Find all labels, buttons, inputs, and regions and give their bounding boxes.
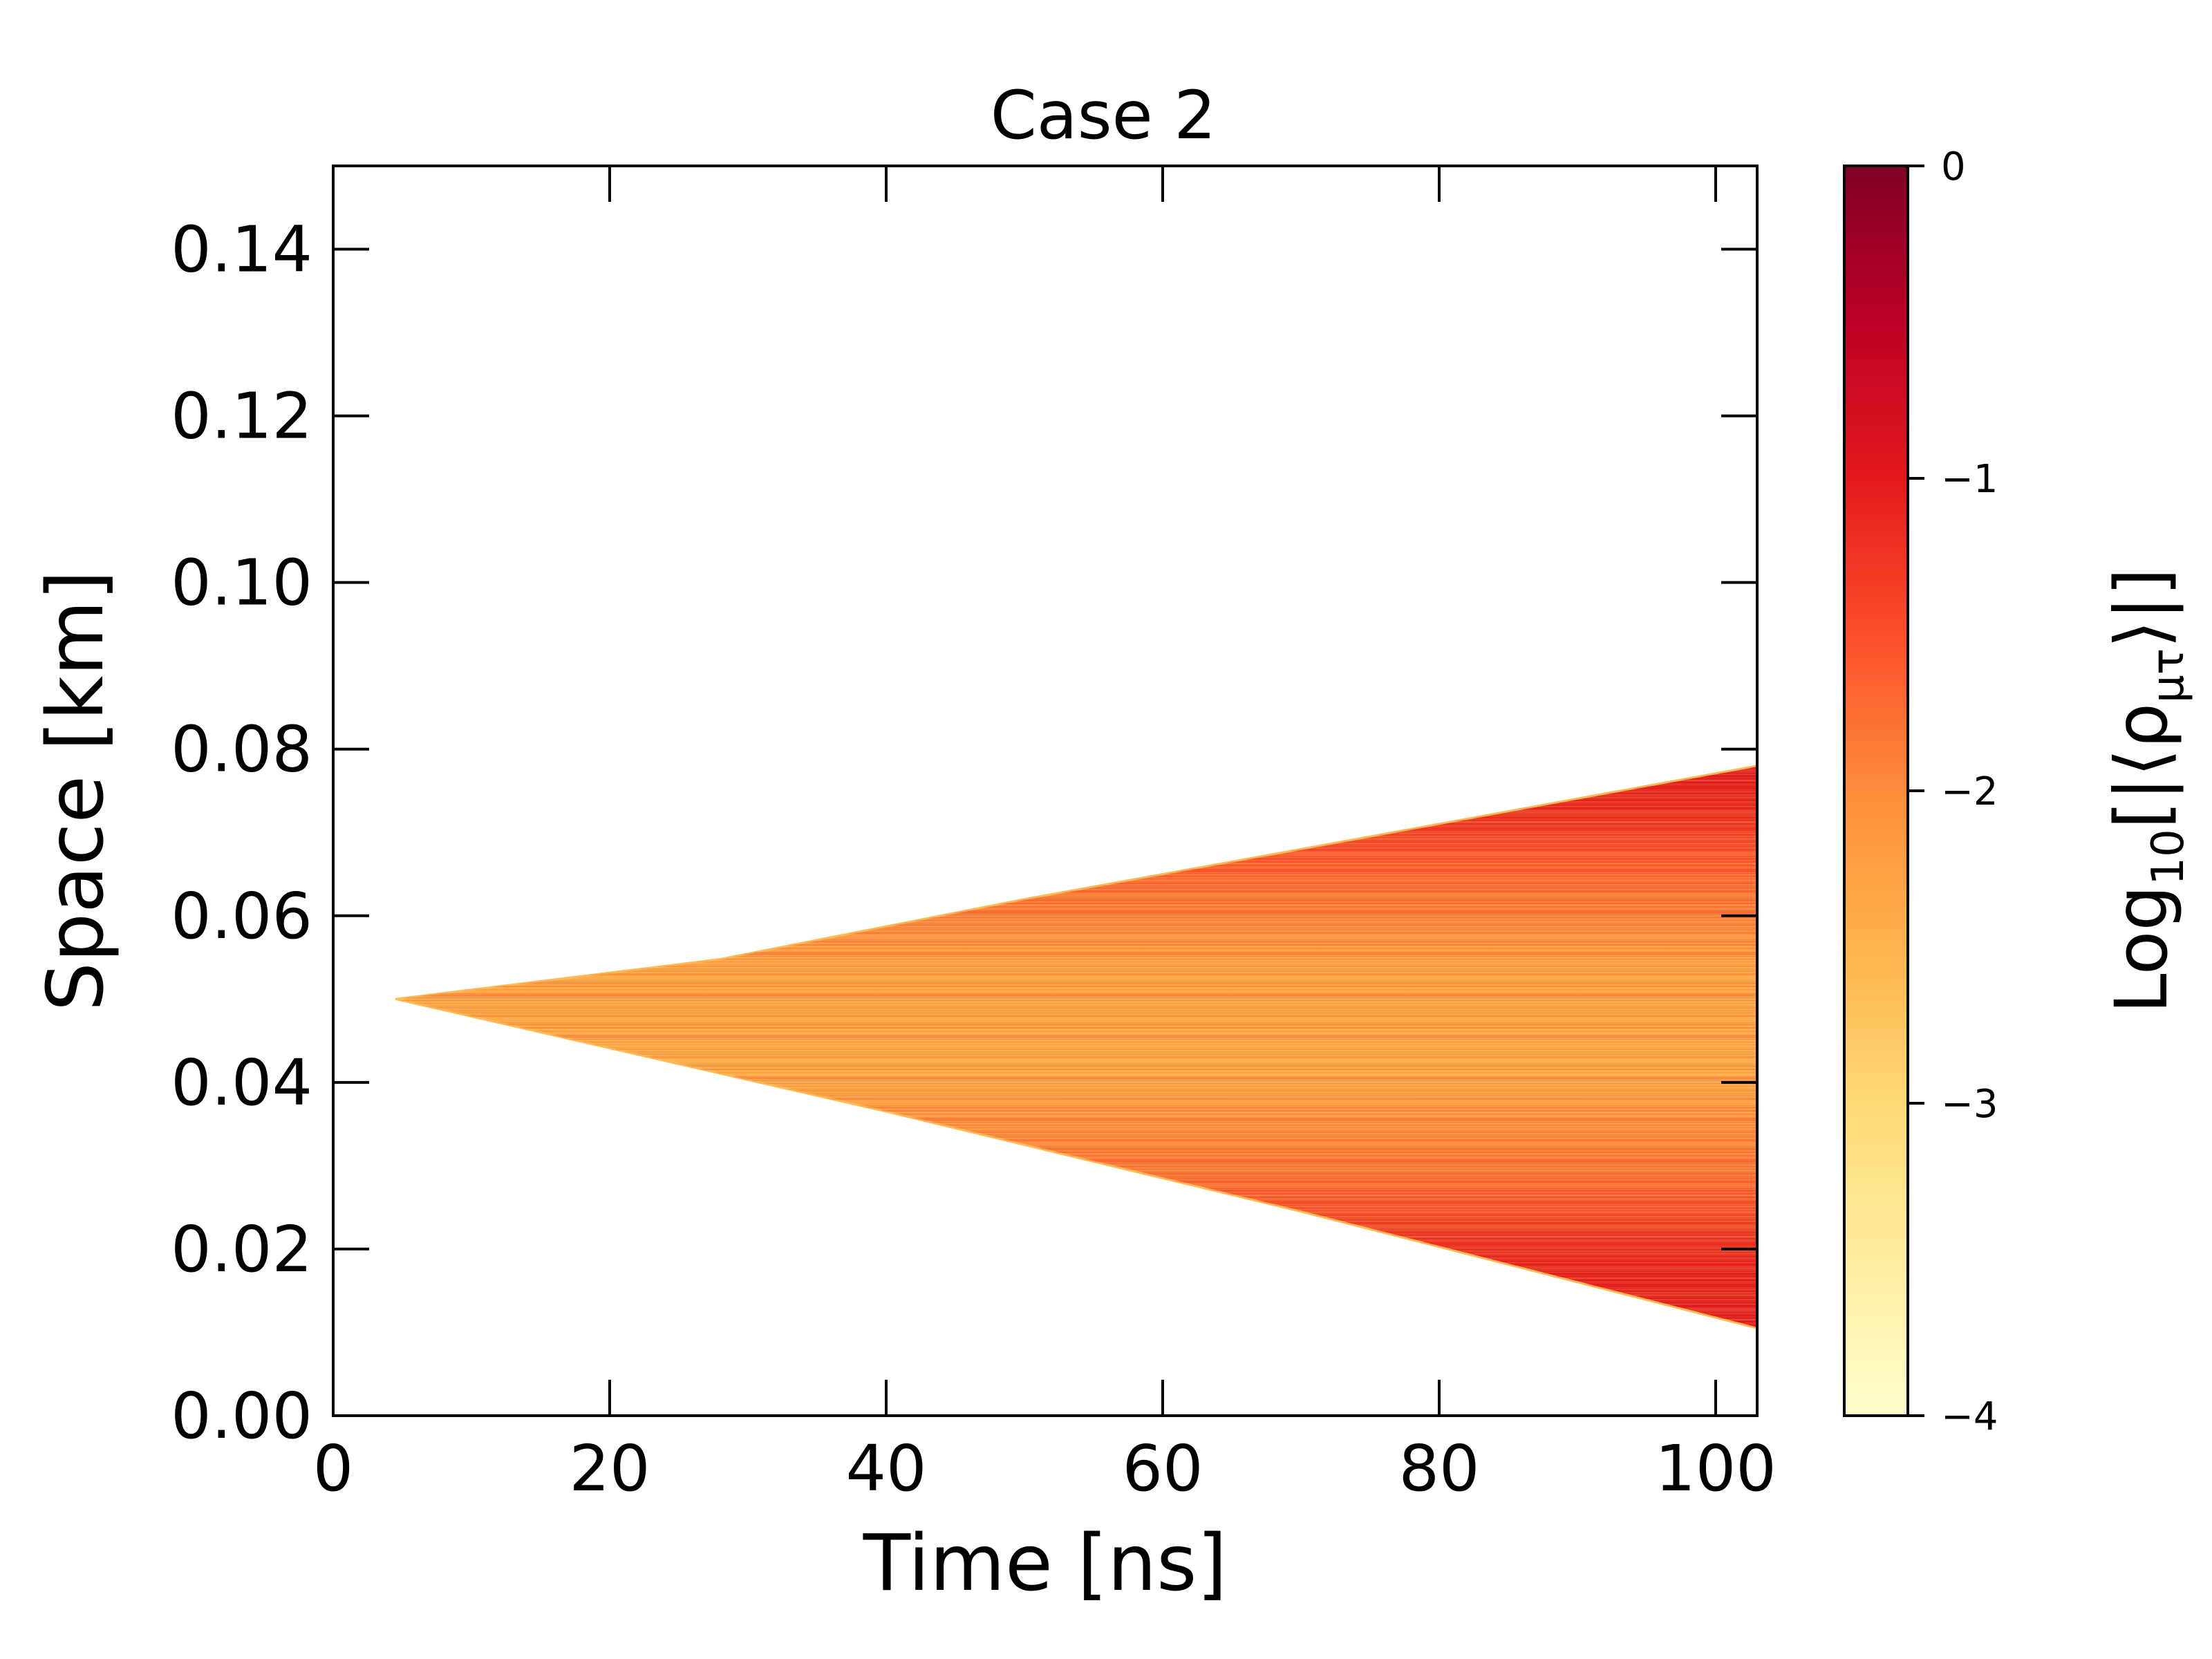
- y-tick-label: 0.04: [171, 1046, 312, 1120]
- colorbar-tick-label: 0: [1941, 144, 1966, 189]
- colorbar-label: Log10[|⟨ρμτ⟩|]: [2099, 568, 2194, 1014]
- x-tick-label: 0: [313, 1432, 354, 1506]
- colorbar-tick-label: −3: [1941, 1082, 1998, 1127]
- y-axis-label: Space [km]: [31, 570, 121, 1011]
- colorbar-tick-label: −4: [1941, 1394, 1998, 1439]
- colorbar-tick-label: −2: [1941, 769, 1998, 814]
- chart-title: Case 2: [991, 77, 1217, 154]
- plot-frame: [332, 165, 1759, 1417]
- colorbar: 0 −1 −2 −3 −4 Log10[|⟨ρμτ⟩|]: [1843, 144, 2194, 1439]
- x-axis: 0 20 40 60 80 100: [313, 166, 1777, 1506]
- y-tick-label: 0.14: [171, 213, 312, 287]
- x-tick-label: 80: [1398, 1432, 1479, 1506]
- y-tick-label: 0.06: [171, 879, 312, 953]
- y-axis: 0.00 0.02 0.04 0.06 0.08 0.10 0.12 0.14: [171, 213, 1757, 1453]
- y-tick-label: 0.12: [171, 379, 312, 453]
- x-tick-label: 100: [1655, 1432, 1777, 1506]
- y-tick-label: 0.02: [171, 1212, 312, 1286]
- y-tick-label: 0.08: [171, 713, 312, 787]
- colorbar-gradient: [1844, 166, 1908, 1416]
- heatmap-streaks: [395, 765, 1757, 1329]
- colorbar-ticks: 0 −1 −2 −3 −4: [1908, 144, 1998, 1439]
- x-tick-label: 20: [569, 1432, 650, 1506]
- y-tick-label: 0.00: [171, 1379, 312, 1453]
- x-axis-label: Time [ns]: [863, 1519, 1227, 1609]
- colorbar-tick-label: −1: [1941, 457, 1998, 502]
- y-tick-label: 0.10: [171, 546, 312, 620]
- x-tick-label: 40: [845, 1432, 926, 1506]
- plot-area: [332, 165, 1759, 1417]
- x-tick-label: 60: [1122, 1432, 1203, 1506]
